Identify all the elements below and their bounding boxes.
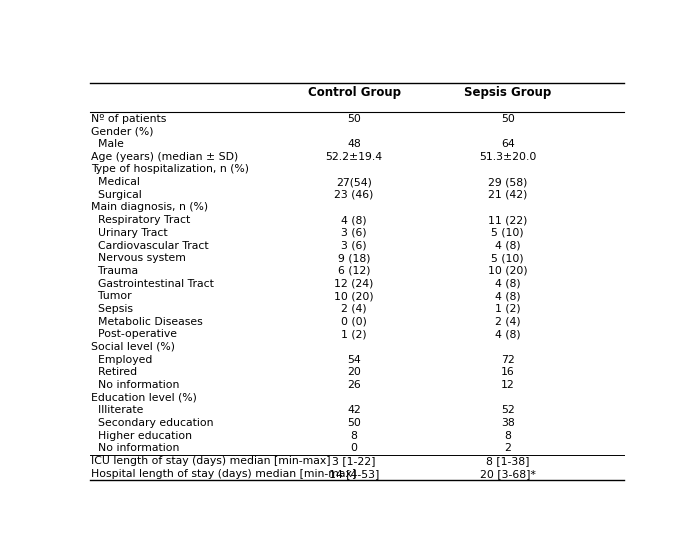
Text: 20: 20 xyxy=(347,367,361,377)
Text: Metabolic Diseases: Metabolic Diseases xyxy=(91,317,203,327)
Text: 3 (6): 3 (6) xyxy=(341,228,367,238)
Text: 50: 50 xyxy=(347,418,361,428)
Text: Employed: Employed xyxy=(91,355,152,365)
Text: 64: 64 xyxy=(501,139,514,149)
Text: Nervous system: Nervous system xyxy=(91,253,187,263)
Text: 21 (42): 21 (42) xyxy=(488,190,528,200)
Text: 72: 72 xyxy=(501,355,514,365)
Text: 3 [1-22]: 3 [1-22] xyxy=(332,456,376,466)
Text: Secondary education: Secondary education xyxy=(91,418,214,428)
Text: 14 [4-53]: 14 [4-53] xyxy=(329,469,379,479)
Text: 0: 0 xyxy=(351,444,358,453)
Text: 42: 42 xyxy=(347,405,361,416)
Text: Post-operative: Post-operative xyxy=(91,329,177,339)
Text: 1 (2): 1 (2) xyxy=(495,304,521,314)
Text: Sepsis Group: Sepsis Group xyxy=(464,86,551,99)
Text: 27(54): 27(54) xyxy=(336,177,372,187)
Text: 2 (4): 2 (4) xyxy=(341,304,367,314)
Text: 23 (46): 23 (46) xyxy=(334,190,374,200)
Text: 4 (8): 4 (8) xyxy=(495,278,521,289)
Text: 52: 52 xyxy=(501,405,514,416)
Text: 8 [1-38]: 8 [1-38] xyxy=(486,456,530,466)
Text: 12 (24): 12 (24) xyxy=(334,278,374,289)
Text: 5 (10): 5 (10) xyxy=(491,228,524,238)
Text: 51.3±20.0: 51.3±20.0 xyxy=(479,152,537,162)
Text: ICU length of stay (days) median [min-max]: ICU length of stay (days) median [min-ma… xyxy=(91,456,331,466)
Text: 9 (18): 9 (18) xyxy=(338,253,370,263)
Text: 20 [3-68]*: 20 [3-68]* xyxy=(480,469,536,479)
Text: Gender (%): Gender (%) xyxy=(91,126,154,136)
Text: Retired: Retired xyxy=(91,367,137,377)
Text: Hospital length of stay (days) median [min-max]: Hospital length of stay (days) median [m… xyxy=(91,469,356,479)
Text: Medical: Medical xyxy=(91,177,140,187)
Text: 26: 26 xyxy=(347,380,361,390)
Text: Sepsis: Sepsis xyxy=(91,304,134,314)
Text: 38: 38 xyxy=(501,418,514,428)
Text: 2: 2 xyxy=(505,444,511,453)
Text: 29 (58): 29 (58) xyxy=(488,177,528,187)
Text: Surgical: Surgical xyxy=(91,190,142,200)
Text: 52.2±19.4: 52.2±19.4 xyxy=(326,152,383,162)
Text: 6 (12): 6 (12) xyxy=(338,266,370,276)
Text: Trauma: Trauma xyxy=(91,266,139,276)
Text: 11 (22): 11 (22) xyxy=(488,215,528,225)
Text: 3 (6): 3 (6) xyxy=(341,240,367,250)
Text: 4 (8): 4 (8) xyxy=(495,329,521,339)
Text: 4 (8): 4 (8) xyxy=(495,240,521,250)
Text: Control Group: Control Group xyxy=(308,86,400,99)
Text: 10 (20): 10 (20) xyxy=(334,292,374,301)
Text: Main diagnosis, n (%): Main diagnosis, n (%) xyxy=(91,203,208,212)
Text: Male: Male xyxy=(91,139,124,149)
Text: 10 (20): 10 (20) xyxy=(488,266,528,276)
Text: Urinary Tract: Urinary Tract xyxy=(91,228,168,238)
Text: Cardiovascular Tract: Cardiovascular Tract xyxy=(91,240,209,250)
Text: Age (years) (median ± SD): Age (years) (median ± SD) xyxy=(91,152,239,162)
Text: Higher education: Higher education xyxy=(91,431,192,441)
Text: 1 (2): 1 (2) xyxy=(341,329,367,339)
Text: Social level (%): Social level (%) xyxy=(91,342,175,352)
Text: Tumor: Tumor xyxy=(91,292,132,301)
Text: 50: 50 xyxy=(347,114,361,124)
Text: Nº of patients: Nº of patients xyxy=(91,114,166,124)
Text: Gastrointestinal Tract: Gastrointestinal Tract xyxy=(91,278,214,289)
Text: 8: 8 xyxy=(351,431,358,441)
Text: 4 (8): 4 (8) xyxy=(341,215,367,225)
Text: 50: 50 xyxy=(501,114,514,124)
Text: 12: 12 xyxy=(501,380,514,390)
Text: Illiterate: Illiterate xyxy=(91,405,143,416)
Text: 4 (8): 4 (8) xyxy=(495,292,521,301)
Text: 0 (0): 0 (0) xyxy=(341,317,367,327)
Text: No information: No information xyxy=(91,380,180,390)
Text: 16: 16 xyxy=(501,367,514,377)
Text: 2 (4): 2 (4) xyxy=(495,317,521,327)
Text: 48: 48 xyxy=(347,139,361,149)
Text: 54: 54 xyxy=(347,355,361,365)
Text: Education level (%): Education level (%) xyxy=(91,393,197,403)
Text: 8: 8 xyxy=(505,431,511,441)
Text: 5 (10): 5 (10) xyxy=(491,253,524,263)
Text: No information: No information xyxy=(91,444,180,453)
Text: Respiratory Tract: Respiratory Tract xyxy=(91,215,191,225)
Text: Type of hospitalization, n (%): Type of hospitalization, n (%) xyxy=(91,165,249,175)
